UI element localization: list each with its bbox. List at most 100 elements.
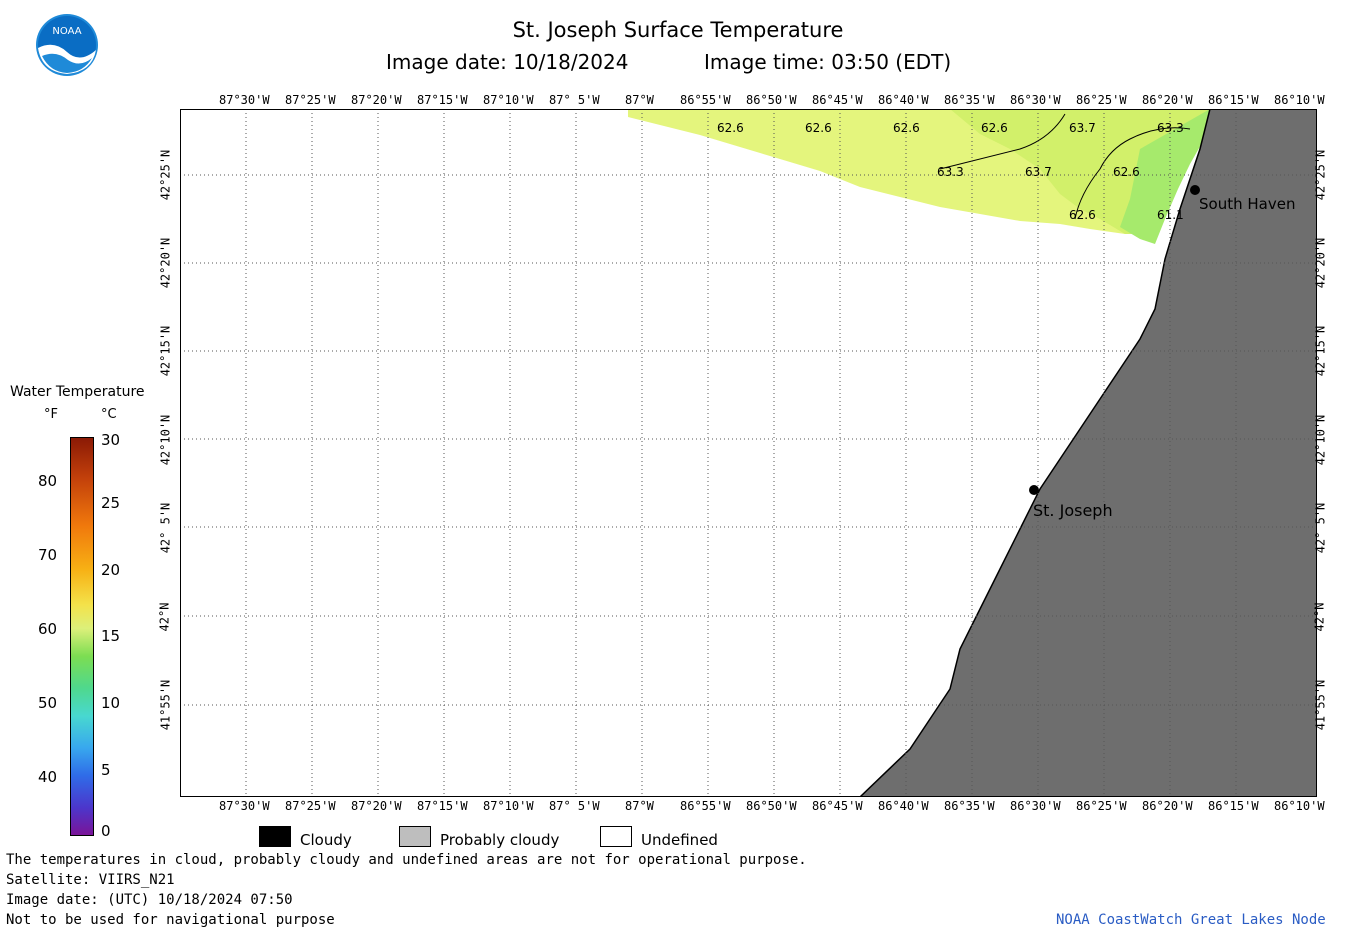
lon-label: 86°55'W xyxy=(680,93,731,107)
lon-label: 86°55'W xyxy=(680,799,731,813)
lon-label: 87°20'W xyxy=(351,799,402,813)
lon-label: 86°50'W xyxy=(746,93,797,107)
colorbar-title: Water Temperature xyxy=(10,384,145,400)
temp-label: 63.7 xyxy=(1025,165,1052,179)
lon-label: 86°10'W xyxy=(1274,799,1325,813)
lon-label: 86°35'W xyxy=(944,93,995,107)
colorbar-f-tick: 60 xyxy=(38,620,58,638)
lat-label: 42°N xyxy=(1312,602,1327,632)
temp-label: 63.3 xyxy=(937,165,964,179)
lon-label: 86°40'W xyxy=(878,93,929,107)
lat-label: 42°20'N xyxy=(1313,237,1328,289)
lon-label: 86°45'W xyxy=(812,799,863,813)
map-canvas: 62.6 62.6 62.6 62.6 63.7 63.3 63.3 63.7 … xyxy=(180,109,1317,797)
colorbar-f-tick: 40 xyxy=(38,768,58,786)
image-date: Image date: 10/18/2024 xyxy=(386,50,629,74)
lon-label: 87°30'W xyxy=(219,799,270,813)
legend-swatch-undefined xyxy=(600,826,632,847)
colorbar-c-tick: 0 xyxy=(101,822,111,840)
lon-label: 87°25'W xyxy=(285,93,336,107)
lat-label: 42°20'N xyxy=(158,237,173,289)
lon-label: 87°25'W xyxy=(285,799,336,813)
lon-label: 86°20'W xyxy=(1142,799,1193,813)
temp-label: 63.7 xyxy=(1069,121,1096,135)
lon-label: 87°30'W xyxy=(219,93,270,107)
lat-label: 42°10'N xyxy=(1313,414,1328,466)
map-title: St. Joseph Surface Temperature xyxy=(512,18,844,42)
contour-line xyxy=(1074,127,1191,220)
legend-swatch-probably-cloudy xyxy=(399,826,431,847)
lat-label: 42°15'N xyxy=(158,325,173,377)
lon-label: 86°40'W xyxy=(878,799,929,813)
temp-label: 62.6 xyxy=(717,121,744,135)
colorbar-c-tick: 5 xyxy=(101,761,111,779)
contour-line xyxy=(939,113,1066,170)
temp-label: 62.6 xyxy=(1069,208,1096,222)
footer-nav-warning: Not to be used for navigational purpose xyxy=(6,912,335,928)
lon-label: 87°15'W xyxy=(417,799,468,813)
lon-label: 86°30'W xyxy=(1010,799,1061,813)
image-time: Image time: 03:50 (EDT) xyxy=(704,50,952,74)
footer-credit: NOAA CoastWatch Great Lakes Node xyxy=(1056,912,1326,928)
lat-label: 42° 5'N xyxy=(158,502,173,554)
lat-label: 41°55'N xyxy=(1313,679,1328,731)
colorbar-c-tick: 10 xyxy=(101,694,121,712)
colorbar-c-tick: 30 xyxy=(101,431,121,449)
temp-label: 62.6 xyxy=(805,121,832,135)
city-label-st-joseph: St. Joseph xyxy=(1033,501,1113,520)
lon-label: 86°25'W xyxy=(1076,93,1127,107)
lat-label: 42°25'N xyxy=(1313,149,1328,201)
lon-label: 86°30'W xyxy=(1010,93,1061,107)
lat-label: 42°N xyxy=(157,602,172,632)
lon-label: 87°15'W xyxy=(417,93,468,107)
legend-label-probably-cloudy: Probably cloudy xyxy=(440,831,560,849)
noaa-logo-text: NOAA xyxy=(52,26,81,37)
temp-label: 61.1 xyxy=(1157,208,1184,222)
lon-label: 86°45'W xyxy=(812,93,863,107)
lon-label: 86°35'W xyxy=(944,799,995,813)
lon-label: 87° 5'W xyxy=(549,93,600,107)
legend-label-cloudy: Cloudy xyxy=(300,831,352,849)
lon-label: 86°20'W xyxy=(1142,93,1193,107)
temp-label: 63.3 xyxy=(1157,121,1184,135)
colorbar-scale xyxy=(70,437,94,836)
colorbar-f-tick: 80 xyxy=(38,472,58,490)
lat-label: 42° 5'N xyxy=(1313,502,1328,554)
colorbar-f-tick: 50 xyxy=(38,694,58,712)
lon-label: 86°15'W xyxy=(1208,799,1259,813)
noaa-logo: NOAA xyxy=(36,14,98,76)
lon-label: 87°W xyxy=(625,93,654,107)
colorbar-c-tick: 15 xyxy=(101,627,121,645)
city-label-south-haven: South Haven xyxy=(1199,195,1295,213)
lon-label: 86°10'W xyxy=(1274,93,1325,107)
colorbar-unit-c: °C xyxy=(101,407,117,422)
grid-lines xyxy=(180,109,1317,797)
footer-satellite: Satellite: VIIRS_N21 xyxy=(6,872,175,888)
lon-label: 86°15'W xyxy=(1208,93,1259,107)
legend-swatch-cloudy xyxy=(259,826,291,847)
legend-label-undefined: Undefined xyxy=(641,831,718,849)
lon-label: 87°20'W xyxy=(351,93,402,107)
lon-label: 87°10'W xyxy=(483,799,534,813)
city-marker-south-haven xyxy=(1190,185,1200,195)
temp-label: 62.6 xyxy=(1113,165,1140,179)
footer-utc-date: Image date: (UTC) 10/18/2024 07:50 xyxy=(6,892,293,908)
lon-label: 87° 5'W xyxy=(549,799,600,813)
land-michigan xyxy=(858,109,1317,797)
sst-field xyxy=(628,109,1210,244)
colorbar-c-tick: 20 xyxy=(101,561,121,579)
city-marker-st-joseph xyxy=(1029,485,1039,495)
lat-label: 42°25'N xyxy=(158,149,173,201)
temp-label: 62.6 xyxy=(893,121,920,135)
sst-cool-region xyxy=(1120,109,1210,244)
colorbar-f-tick: 70 xyxy=(38,546,58,564)
lon-label: 87°10'W xyxy=(483,93,534,107)
temp-label: 62.6 xyxy=(981,121,1008,135)
colorbar-unit-f: °F xyxy=(44,407,58,422)
lon-label: 87°W xyxy=(625,799,654,813)
footer-disclaimer: The temperatures in cloud, probably clou… xyxy=(6,852,807,868)
lon-label: 86°25'W xyxy=(1076,799,1127,813)
lon-label: 86°50'W xyxy=(746,799,797,813)
colorbar-c-tick: 25 xyxy=(101,494,121,512)
lat-label: 42°10'N xyxy=(158,414,173,466)
